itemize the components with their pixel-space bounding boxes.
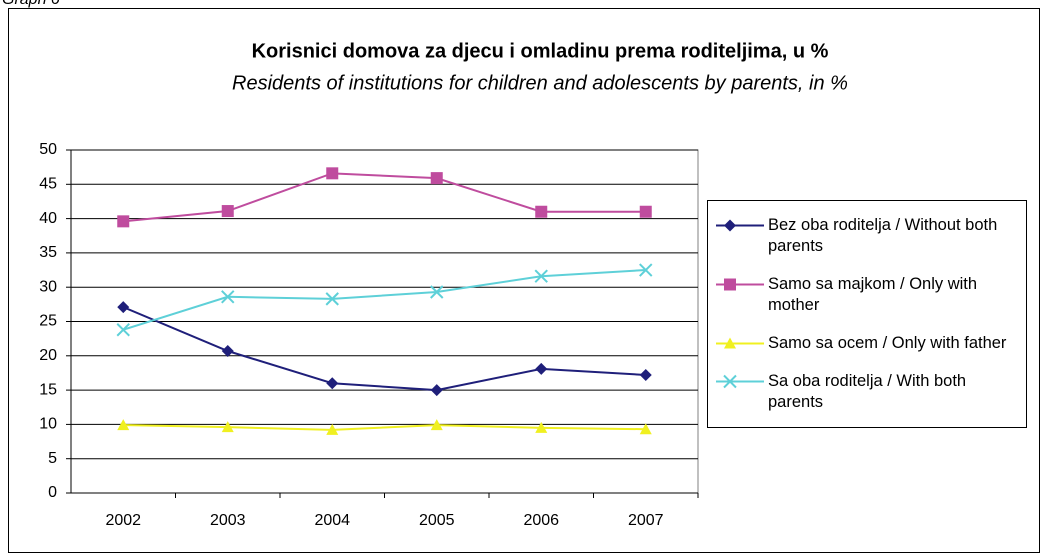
marker [117, 215, 130, 228]
x-tick-label: 2003 [210, 512, 246, 529]
marker [639, 205, 652, 218]
marker [535, 205, 548, 218]
marker [430, 384, 443, 397]
x-tick-label: 2004 [314, 512, 350, 529]
chart-subtitle: Residents of institutions for children a… [232, 72, 848, 94]
marker [723, 374, 737, 389]
series-line [122, 306, 646, 392]
y-tick-label: 30 [39, 278, 57, 295]
marker [639, 423, 652, 435]
marker [221, 290, 235, 304]
y-tick-label: 45 [39, 176, 57, 193]
y-tick-label: 5 [48, 450, 57, 467]
legend-icon [716, 219, 764, 232]
marker [724, 278, 736, 291]
y-tick-label: 50 [39, 141, 57, 158]
series-line [123, 172, 646, 223]
chart-border [8, 8, 1040, 553]
marker [325, 292, 339, 306]
legend-icon [716, 337, 764, 349]
x-tick-label: 2007 [628, 512, 664, 529]
marker [430, 285, 444, 299]
marker [221, 205, 234, 218]
legend-icon [716, 278, 764, 291]
legend-label: Sa oba roditelja / With both parents [768, 372, 967, 411]
marker [221, 344, 234, 357]
legend-label: Samo sa majkom / Only with mother [768, 275, 978, 314]
marker [639, 369, 652, 382]
y-tick-label: 20 [39, 347, 57, 364]
legend-entry: Sa oba roditelja / With both parents [714, 371, 1020, 413]
series-line [123, 424, 646, 431]
legend: Bez oba roditelja / Without both parents… [707, 200, 1027, 428]
marker [116, 323, 130, 337]
legend-entry: Bez oba roditelja / Without both parents [714, 215, 1020, 257]
y-tick-label: 35 [39, 244, 57, 261]
legend-label: Samo sa ocem / Only with father [768, 334, 1007, 352]
legend-label: Bez oba roditelja / Without both parents [768, 216, 998, 255]
x-tick-label: 2002 [105, 512, 141, 529]
y-tick-label: 10 [39, 416, 57, 433]
x-tick-label: 2006 [523, 512, 559, 529]
legend-icon [716, 374, 764, 389]
legend-entry: Samo sa ocem / Only with father [714, 333, 1020, 354]
marker [430, 172, 443, 185]
marker [724, 337, 736, 349]
marker [639, 263, 653, 277]
marker [221, 421, 234, 433]
y-tick-label: 15 [39, 381, 57, 398]
x-tick-label: 2005 [419, 512, 455, 529]
y-tick-label: 0 [48, 484, 57, 501]
marker [534, 269, 548, 283]
marker [535, 362, 548, 375]
chart-title: Korisnici domova za djecu i omladinu pre… [252, 40, 829, 62]
marker [724, 219, 736, 232]
marker [430, 419, 443, 431]
legend-entry: Samo sa majkom / Only with mother [714, 274, 1020, 316]
marker [326, 167, 339, 180]
marker [326, 423, 339, 435]
caption: Graph 6 [2, 0, 60, 8]
marker [326, 377, 339, 390]
y-tick-label: 25 [39, 313, 57, 330]
marker [117, 301, 130, 314]
marker [535, 421, 548, 433]
y-tick-label: 40 [39, 210, 57, 227]
marker [117, 419, 130, 431]
series-line [122, 269, 646, 331]
